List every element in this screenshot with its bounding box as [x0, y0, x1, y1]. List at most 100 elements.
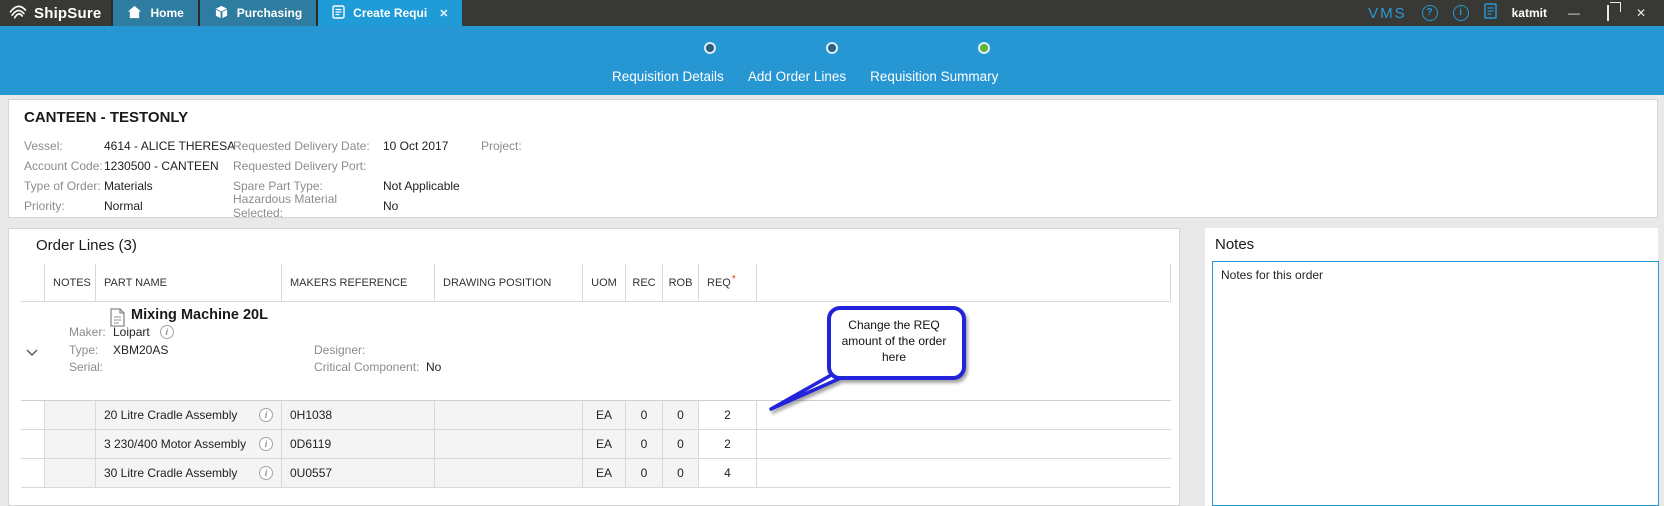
minimize-button[interactable]: — [1567, 6, 1580, 20]
tab-label: Create Requi [353, 6, 428, 20]
critical-component-value: No [426, 360, 442, 374]
order-lines-card: Order Lines (3) NOTES PART NAME MAKERS R… [8, 228, 1180, 506]
step-circle-active-icon [978, 42, 991, 54]
tab-label: Home [150, 6, 184, 20]
restore-button[interactable] [1601, 0, 1615, 26]
delivery-date-value: 10 Oct 2017 [383, 139, 449, 153]
field-label: Vessel: [24, 139, 63, 153]
type-of-order-value: Materials [104, 179, 153, 193]
tab-label: Purchasing [236, 6, 303, 20]
close-button[interactable]: ✕ [1635, 6, 1646, 20]
app-logo: ShipSure [0, 0, 111, 26]
order-lines-table: NOTES PART NAME MAKERS REFERENCE DRAWING… [21, 264, 1171, 488]
col-header-spacer [757, 264, 1171, 301]
drawing-position-cell [435, 401, 583, 429]
rec-cell: 0 [626, 430, 663, 458]
requisition-title: CANTEEN - TESTONLY [24, 109, 189, 126]
part-info-icon[interactable]: i [259, 437, 273, 451]
priority-value: Normal [104, 199, 143, 213]
rob-cell: 0 [663, 401, 699, 429]
col-header-part-name: PART NAME [96, 264, 282, 301]
field-label: Account Code: [24, 159, 103, 173]
hazardous-material-value: No [383, 199, 399, 213]
makers-reference-cell: 0U0557 [282, 459, 435, 487]
part-group-name: Mixing Machine 20L [131, 307, 268, 323]
document-icon[interactable] [1483, 2, 1497, 24]
step-circle-icon [826, 42, 839, 54]
vms-menu[interactable]: VMS [1368, 4, 1407, 22]
home-icon [127, 5, 142, 22]
uom-cell: EA [583, 459, 626, 487]
tab-close-icon[interactable]: ✕ [439, 7, 449, 20]
req-input-cell[interactable]: 4 [699, 459, 757, 487]
col-header-drawing-position: DRAWING POSITION [435, 264, 583, 301]
about-info-icon[interactable]: i [1452, 5, 1469, 21]
field-label: Requested Delivery Port: [233, 159, 367, 173]
drawing-position-cell [435, 430, 583, 458]
col-header-rec: REC [626, 264, 663, 301]
vessel-value: 4614 - ALICE THERESA [104, 139, 236, 153]
notes-cell[interactable] [45, 430, 96, 458]
wizard-steps: Requisition Details Add Order Lines Requ… [612, 42, 998, 86]
header-fields-column-3: Project: [481, 136, 522, 156]
col-header-notes: NOTES [45, 264, 96, 301]
expand-column-header [21, 264, 45, 301]
order-lines-title: Order Lines (3) [36, 237, 137, 254]
notes-cell[interactable] [45, 401, 96, 429]
part-name-cell: 3 230/400 Motor Assembly i [96, 430, 282, 458]
col-header-req: REQ * [699, 264, 757, 301]
req-input-cell[interactable]: 2 [699, 401, 757, 429]
field-label: Requested Delivery Date: [233, 139, 370, 153]
req-input-cell[interactable]: 2 [699, 430, 757, 458]
spare-part-type-value: Not Applicable [383, 179, 460, 193]
header-fields-column-1: Vessel: 4614 - ALICE THERESA Account Code… [24, 136, 235, 216]
field-label: Priority: [24, 199, 65, 213]
app-title: ShipSure [34, 4, 102, 22]
notes-cell[interactable] [45, 459, 96, 487]
maker-value: Loipart [113, 325, 150, 339]
part-document-icon [109, 308, 126, 330]
field-label: Type of Order: [24, 179, 101, 193]
tab-purchasing[interactable]: Purchasing [197, 0, 317, 26]
makers-reference-cell: 0H1038 [282, 401, 435, 429]
header-fields-column-2: Requested Delivery Date: 10 Oct 2017 Requ… [233, 136, 460, 220]
type-value: XBM20AS [113, 343, 169, 357]
titlebar: ShipSure Home Purchasing Create Requi ✕ … [0, 0, 1664, 26]
part-name-cell: 30 Litre Cradle Assembly i [96, 459, 282, 487]
col-header-rob: ROB [663, 264, 699, 301]
help-icon[interactable]: ? [1421, 5, 1438, 21]
col-header-makers-reference: MAKERS REFERENCE [282, 264, 435, 301]
drawing-position-cell [435, 459, 583, 487]
uom-cell: EA [583, 401, 626, 429]
uom-cell: EA [583, 430, 626, 458]
table-header-row: NOTES PART NAME MAKERS REFERENCE DRAWING… [21, 264, 1171, 301]
shipsure-swirl-icon [8, 1, 28, 26]
restore-icon [1606, 5, 1609, 21]
rob-cell: 0 [663, 430, 699, 458]
logged-in-user[interactable]: katmit [1511, 6, 1547, 20]
step-requisition-summary[interactable]: Requisition Summary [870, 42, 998, 86]
makers-reference-cell: 0D6119 [282, 430, 435, 458]
notes-textarea[interactable]: Notes for this order [1212, 261, 1659, 506]
account-code-value: 1230500 - CANTEEN [104, 159, 219, 173]
rec-cell: 0 [626, 459, 663, 487]
part-info-icon[interactable]: i [259, 466, 273, 480]
field-label: Spare Part Type: [233, 179, 323, 193]
step-add-order-lines[interactable]: Add Order Lines [748, 42, 846, 86]
maker-info-icon[interactable]: i [159, 325, 174, 339]
step-requisition-details[interactable]: Requisition Details [612, 42, 724, 86]
step-circle-icon [703, 42, 716, 54]
required-asterisk: * [731, 274, 736, 285]
field-label: Hazardous Material Selected: [233, 192, 338, 220]
chevron-down-icon[interactable] [25, 346, 39, 360]
tab-create-requisition[interactable]: Create Requi ✕ [316, 0, 463, 26]
order-line-row: 20 Litre Cradle Assembly i 0H1038 EA 0 0 … [21, 401, 1171, 430]
requisition-header-card: CANTEEN - TESTONLY Vessel: 4614 - ALICE T… [8, 99, 1658, 220]
rob-cell: 0 [663, 459, 699, 487]
order-line-row: 30 Litre Cradle Assembly i 0U0557 EA 0 0 … [21, 459, 1171, 488]
order-line-row: 3 230/400 Motor Assembly i 0D6119 EA 0 0 … [21, 430, 1171, 459]
col-header-uom: UOM [583, 264, 626, 301]
tab-home[interactable]: Home [111, 0, 198, 26]
notes-panel: Notes Notes for this order [1205, 228, 1659, 506]
part-info-icon[interactable]: i [259, 408, 273, 422]
